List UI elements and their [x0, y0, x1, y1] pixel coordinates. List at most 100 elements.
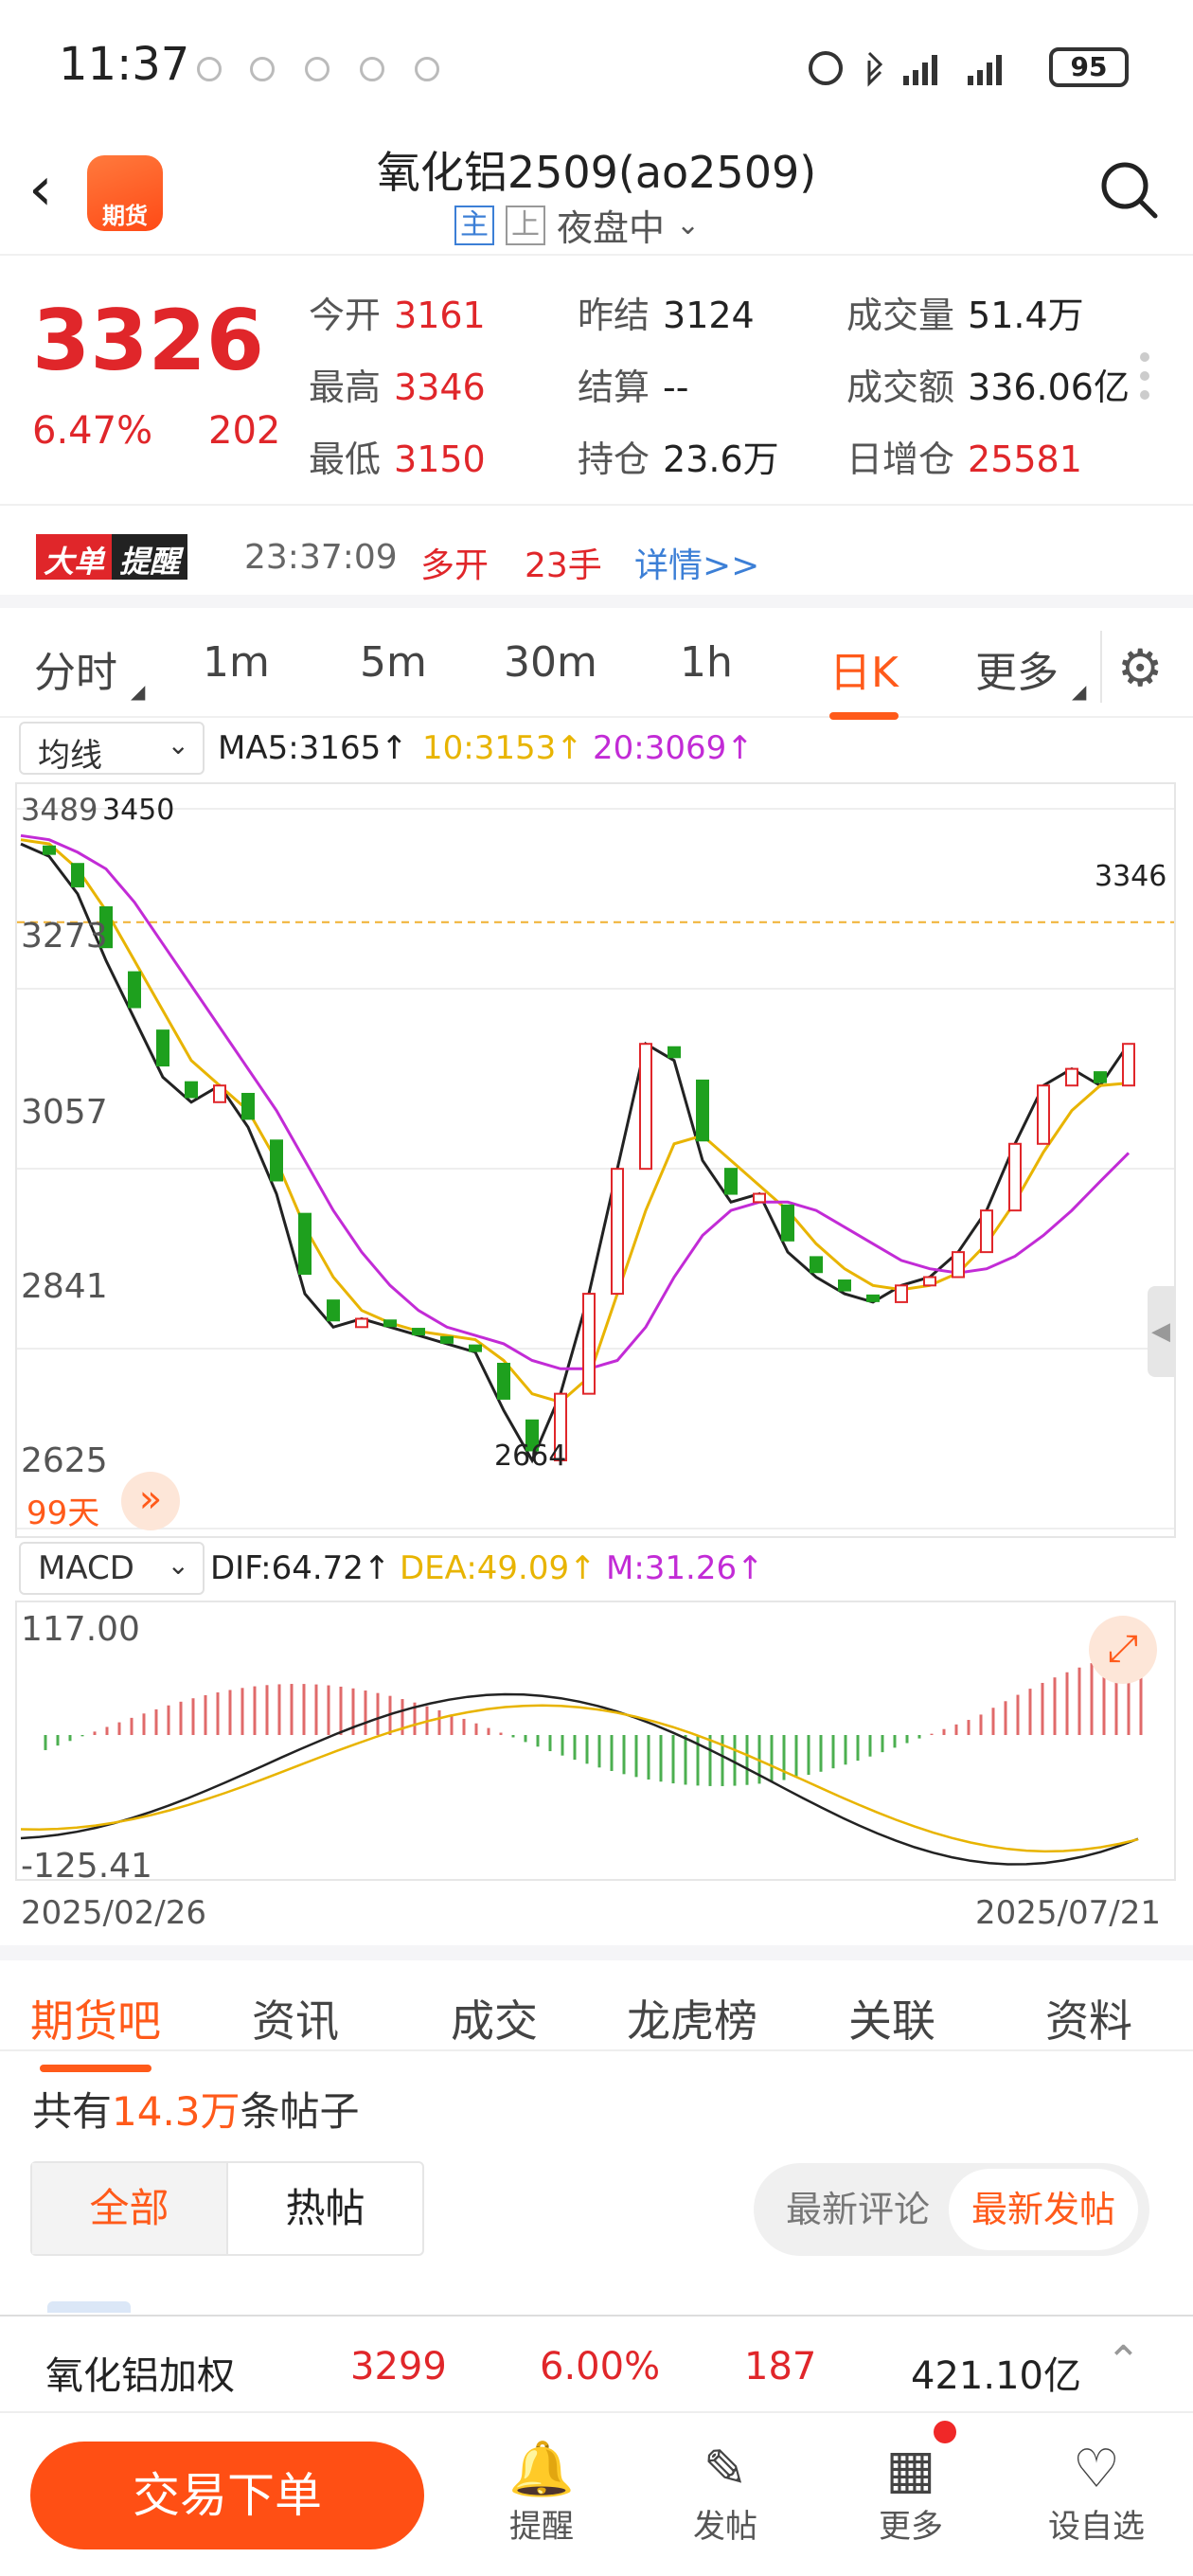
back-button[interactable]: ‹: [28, 154, 53, 224]
candle: [412, 1328, 425, 1336]
high-field: 最高 3346: [309, 367, 486, 408]
candle: [43, 845, 56, 855]
notification-dot: [934, 2421, 956, 2443]
big-order-banner[interactable]: 大单 提醒 23:37:09 多开 23手 详情>>: [0, 511, 1193, 608]
candle: [270, 1139, 283, 1182]
weighted-pct: 6.00%: [540, 2345, 661, 2388]
macd-select[interactable]: MACD ⌄: [19, 1542, 205, 1595]
candle: [241, 1092, 255, 1120]
series-line-ma5: [20, 842, 1131, 1464]
tab-daily-k[interactable]: 日K: [829, 638, 899, 720]
indicator-select[interactable]: 均线 ⌄: [19, 722, 205, 775]
prev-settle-field: 昨结 3124: [578, 295, 755, 336]
series-line-ma10: [20, 838, 1130, 1404]
tab-news[interactable]: 资讯: [252, 1995, 339, 2047]
sort-latest-post[interactable]: 最新发帖: [949, 2169, 1139, 2250]
system-icons: [809, 51, 1002, 87]
candle: [810, 1256, 823, 1274]
session-status: 夜盘中: [557, 207, 666, 249]
tab-leaderboard[interactable]: 龙虎榜: [627, 1995, 757, 2047]
tab-futures-forum[interactable]: 期货吧: [30, 1987, 161, 2072]
candle: [213, 1084, 226, 1103]
weighted-price: 3299: [350, 2345, 447, 2388]
gear-icon[interactable]: ⚙: [1117, 638, 1164, 698]
corner-triangle-icon: ◢: [1072, 680, 1087, 703]
m-legend: M:31.26↑: [606, 1549, 764, 1587]
chevron-down-icon: ⌄: [676, 208, 701, 242]
candle: [1008, 1142, 1022, 1212]
banner-detail-link[interactable]: 详情>>: [634, 546, 760, 585]
candle: [497, 1362, 510, 1400]
expand-double-arrow-icon[interactable]: »: [121, 1472, 180, 1530]
main-contract-tag: 主: [454, 205, 494, 245]
side-handle[interactable]: ◀: [1148, 1286, 1174, 1377]
last-high-label: 3346: [1095, 860, 1167, 893]
high-marker-label: 3450: [102, 794, 175, 827]
weighted-name: 氧化铝加权: [45, 2354, 235, 2398]
candle: [469, 1344, 482, 1352]
chevron-up-icon[interactable]: ⌃: [1106, 2337, 1141, 2386]
volume-field: 成交量 51.4万: [846, 295, 1084, 336]
candle: [554, 1392, 567, 1462]
candle: [440, 1335, 454, 1344]
weighted-change: 187: [744, 2345, 817, 2388]
fullscreen-icon[interactable]: ⤢: [1089, 1616, 1157, 1684]
big-order-badge: 大单 提醒: [36, 534, 188, 580]
candle: [1122, 1043, 1135, 1087]
tab-1m[interactable]: 1m: [203, 638, 270, 687]
tab-trades[interactable]: 成交: [451, 1995, 538, 2047]
candle: [355, 1317, 368, 1329]
y-label: 3057: [21, 1093, 108, 1132]
y-label: 2841: [21, 1267, 108, 1306]
nav-post[interactable]: ✎ 发帖: [668, 2440, 782, 2547]
candle: [71, 863, 84, 887]
candle: [838, 1279, 851, 1292]
candle: [1037, 1084, 1050, 1145]
app-header: ‹ 期货 氧化铝2509(ao2509) 主 上 夜盘中 ⌄: [0, 133, 1193, 256]
status-time: 11:37: [59, 38, 190, 91]
quote-summary: 3326 6.47% 202 今开 3161 昨结 3124 成交量 51.4万 最高…: [0, 258, 1193, 506]
tab-5m[interactable]: 5m: [360, 638, 427, 687]
oi-change-field: 日增仓 25581: [846, 438, 1082, 480]
sort-latest-comment[interactable]: 最新评论: [786, 2189, 931, 2230]
date-end: 2025/07/21: [975, 1894, 1161, 1932]
amount-field: 成交额 336.06亿: [846, 367, 1130, 408]
tab-30m[interactable]: 30m: [504, 638, 597, 687]
tab-more[interactable]: 更多: [975, 649, 1059, 697]
kline-chart[interactable]: 3489 3450 3273 3057 2841 2625 2664 3346 …: [15, 782, 1176, 1538]
search-icon[interactable]: [1098, 159, 1159, 220]
battery-icon: 95: [1049, 47, 1129, 87]
trade-order-button[interactable]: 交易下单: [30, 2442, 424, 2549]
nav-more[interactable]: ▦ 更多: [854, 2440, 968, 2547]
futures-logo: 期货: [87, 155, 163, 231]
nav-remind[interactable]: 🔔 提醒: [485, 2440, 598, 2547]
tab-timeshare[interactable]: 分时: [34, 649, 117, 697]
tab-related[interactable]: 关联: [848, 1995, 935, 2047]
candle: [99, 905, 113, 949]
candle: [753, 1192, 766, 1204]
candle: [895, 1284, 908, 1303]
more-dots-icon[interactable]: [1140, 352, 1151, 409]
tab-profile[interactable]: 资料: [1045, 1995, 1132, 2047]
filter-hot[interactable]: 热帖: [226, 2163, 422, 2254]
tab-1h[interactable]: 1h: [680, 638, 733, 687]
open-interest-field: 持仓 23.6万: [578, 438, 779, 480]
candle: [696, 1079, 709, 1142]
banner-action: 多开: [420, 546, 490, 585]
nav-watchlist[interactable]: ♡ 设自选: [1040, 2440, 1153, 2547]
weighted-quote-bar[interactable]: 氧化铝加权 3299 6.00% 187 421.10亿 ⌃: [0, 2315, 1193, 2413]
banner-qty: 23手: [525, 546, 602, 585]
kline-svg: [17, 808, 1174, 1530]
low-marker-label: 2664: [494, 1440, 567, 1473]
candle: [582, 1293, 596, 1395]
corner-triangle-icon: ◢: [131, 680, 146, 703]
chevron-down-icon: ⌄: [167, 1549, 189, 1581]
candle: [923, 1276, 936, 1287]
cut-off-post: [0, 2273, 1193, 2313]
candle: [383, 1319, 397, 1328]
contract-subtitle[interactable]: 主 上 夜盘中 ⌄: [454, 199, 700, 251]
exchange-tag: 上: [506, 205, 545, 245]
candle: [866, 1294, 880, 1302]
macd-chart[interactable]: 117.00 -125.41 ⤢: [15, 1601, 1176, 1886]
filter-all[interactable]: 全部: [32, 2163, 226, 2254]
